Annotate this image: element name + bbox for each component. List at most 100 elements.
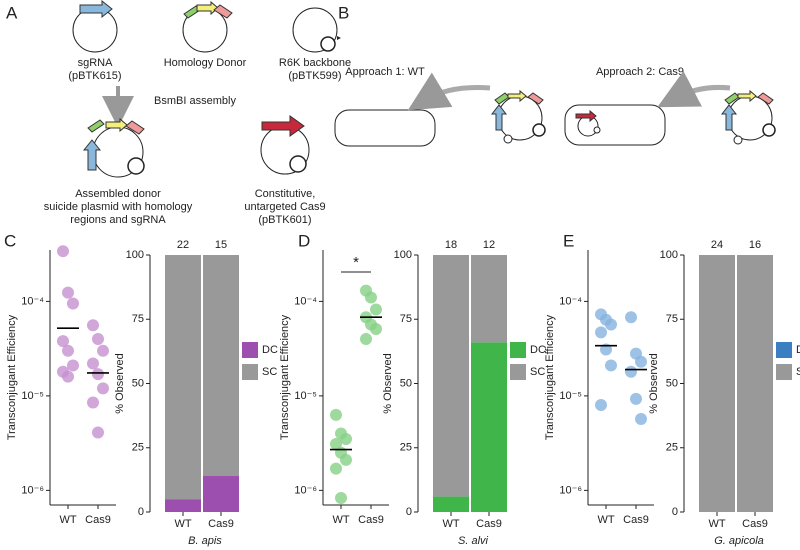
point xyxy=(330,408,342,421)
point xyxy=(330,462,342,475)
y-tick-label: 100 xyxy=(394,249,412,261)
x-tick-label: WT xyxy=(597,514,614,526)
bar-segment xyxy=(699,255,735,512)
point xyxy=(67,297,79,310)
point xyxy=(635,412,647,425)
x-tick-label: WT xyxy=(174,518,191,530)
point xyxy=(595,326,607,339)
y-tick-label: 10⁻⁶ xyxy=(294,484,317,496)
point xyxy=(62,370,74,383)
point xyxy=(625,311,637,324)
panel-label: D xyxy=(298,231,310,250)
legend-swatch xyxy=(776,364,792,380)
legend-label: SC xyxy=(530,366,545,378)
point xyxy=(370,323,382,336)
species-label: S. alvi xyxy=(458,535,489,547)
point xyxy=(87,396,99,409)
label: Approach 2: Cas9 xyxy=(596,66,684,78)
x-tick-label: WT xyxy=(332,514,349,526)
count-label: 16 xyxy=(749,239,761,251)
y-tick-label: 10⁻⁶ xyxy=(21,484,44,496)
bar-segment xyxy=(433,255,469,497)
point xyxy=(67,359,79,372)
point xyxy=(630,392,642,405)
y-tick-label: 0 xyxy=(406,506,412,518)
point xyxy=(340,432,352,445)
point xyxy=(360,333,372,346)
x-tick-label: WT xyxy=(59,514,76,526)
panel-label: A xyxy=(6,3,18,22)
label: R6K backbone xyxy=(279,57,351,69)
x-tick-label: Cas9 xyxy=(358,514,384,526)
x-tick-label: Cas9 xyxy=(623,514,649,526)
diagram-b: Approach 1: WT Approach 2: Cas9 xyxy=(334,66,776,147)
bar-segment xyxy=(471,342,507,512)
species-label: B. apis xyxy=(188,535,222,547)
legend-swatch xyxy=(510,364,526,380)
y-tick-label: 75 xyxy=(666,313,678,325)
bar-segment xyxy=(165,255,201,500)
point xyxy=(625,365,637,378)
count-label: 24 xyxy=(711,239,723,251)
point xyxy=(92,333,104,346)
point xyxy=(92,368,104,381)
legend-label: DC xyxy=(262,344,278,356)
panel-label: C xyxy=(4,231,16,250)
point xyxy=(605,318,617,331)
annotation: * xyxy=(353,254,359,271)
legend-swatch xyxy=(242,342,258,358)
point xyxy=(340,453,352,466)
point xyxy=(595,399,607,412)
y-axis-label: % Observed xyxy=(648,353,660,414)
point xyxy=(330,437,342,450)
x-tick-label: Cas9 xyxy=(742,518,768,530)
x-tick-label: Cas9 xyxy=(85,514,111,526)
y-tick-label: 100 xyxy=(126,249,144,261)
bar-segment xyxy=(165,499,201,512)
count-label: 22 xyxy=(177,239,189,251)
y-tick-label: 100 xyxy=(660,249,678,261)
point xyxy=(97,382,109,395)
y-tick-label: 10⁻⁵ xyxy=(21,390,44,402)
label: Constitutive, xyxy=(255,188,316,200)
y-axis-label: % Observed xyxy=(382,353,394,414)
point xyxy=(92,426,104,439)
x-tick-label: Cas9 xyxy=(208,518,234,530)
y-axis-label: Transconjugant Efficiency xyxy=(544,314,556,440)
point xyxy=(62,344,74,357)
y-tick-label: 75 xyxy=(400,313,412,325)
x-tick-label: Cas9 xyxy=(476,518,502,530)
label: Approach 1: WT xyxy=(345,66,425,78)
x-tick-label: WT xyxy=(442,518,459,530)
point xyxy=(87,357,99,370)
y-tick-label: 25 xyxy=(132,442,144,454)
y-tick-label: 25 xyxy=(400,442,412,454)
y-tick-label: 75 xyxy=(132,313,144,325)
point xyxy=(97,344,109,357)
bar-segment xyxy=(203,255,239,477)
count-label: 12 xyxy=(483,239,495,251)
diagram-a: sgRNA (pBTK615) Homology Donor R6K backb… xyxy=(44,0,351,226)
legend-swatch xyxy=(510,342,526,358)
species-label: G. apicola xyxy=(714,535,764,547)
count-label: 18 xyxy=(445,239,457,251)
point xyxy=(62,286,74,299)
legend-swatch xyxy=(242,364,258,380)
label: BsmBI assembly xyxy=(154,95,236,107)
y-tick-label: 10⁻⁴ xyxy=(294,295,317,307)
point xyxy=(365,291,377,304)
label: suicide plasmid with homology xyxy=(44,201,193,213)
y-tick-label: 10⁻⁶ xyxy=(559,484,582,496)
label: sgRNA xyxy=(78,57,114,69)
y-tick-label: 50 xyxy=(132,377,144,389)
panel-label: E xyxy=(563,231,574,250)
bar-segment xyxy=(433,496,469,512)
y-axis-label: Transconjugant Efficiency xyxy=(279,314,291,440)
point xyxy=(370,303,382,316)
count-label: 15 xyxy=(215,239,227,251)
point xyxy=(605,359,617,372)
y-tick-label: 25 xyxy=(666,442,678,454)
y-axis-label: Transconjugant Efficiency xyxy=(6,314,18,440)
bar-segment xyxy=(203,476,239,512)
